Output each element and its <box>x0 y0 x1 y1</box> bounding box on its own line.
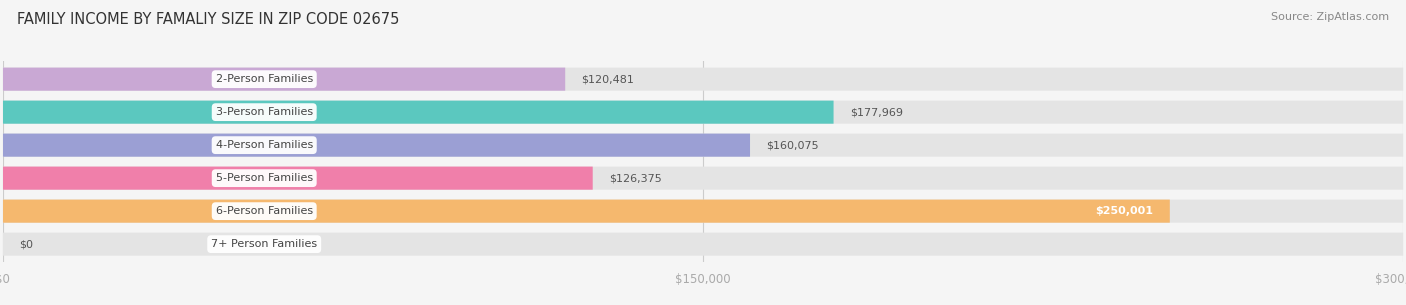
FancyBboxPatch shape <box>3 134 749 157</box>
Text: $126,375: $126,375 <box>609 173 662 183</box>
FancyBboxPatch shape <box>3 199 1170 223</box>
Text: $177,969: $177,969 <box>849 107 903 117</box>
Text: $160,075: $160,075 <box>766 140 818 150</box>
FancyBboxPatch shape <box>3 101 1403 124</box>
FancyBboxPatch shape <box>3 167 1403 190</box>
Text: FAMILY INCOME BY FAMALIY SIZE IN ZIP CODE 02675: FAMILY INCOME BY FAMALIY SIZE IN ZIP COD… <box>17 12 399 27</box>
Text: 2-Person Families: 2-Person Families <box>215 74 314 84</box>
Text: 3-Person Families: 3-Person Families <box>215 107 312 117</box>
FancyBboxPatch shape <box>3 68 1403 91</box>
Text: 6-Person Families: 6-Person Families <box>215 206 312 216</box>
Text: Source: ZipAtlas.com: Source: ZipAtlas.com <box>1271 12 1389 22</box>
FancyBboxPatch shape <box>3 68 565 91</box>
Text: 4-Person Families: 4-Person Families <box>215 140 314 150</box>
FancyBboxPatch shape <box>3 199 1403 223</box>
FancyBboxPatch shape <box>3 101 834 124</box>
FancyBboxPatch shape <box>3 167 593 190</box>
FancyBboxPatch shape <box>3 134 1403 157</box>
Text: $0: $0 <box>20 239 34 249</box>
Text: $250,001: $250,001 <box>1095 206 1153 216</box>
Text: 5-Person Families: 5-Person Families <box>215 173 312 183</box>
Text: $120,481: $120,481 <box>582 74 634 84</box>
FancyBboxPatch shape <box>3 233 1403 256</box>
Text: 7+ Person Families: 7+ Person Families <box>211 239 318 249</box>
